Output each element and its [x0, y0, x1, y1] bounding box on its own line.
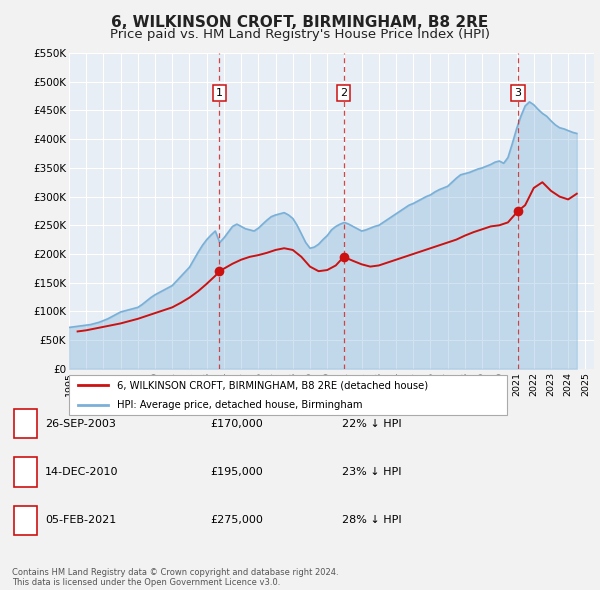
Text: £170,000: £170,000: [210, 419, 263, 428]
Text: 6, WILKINSON CROFT, BIRMINGHAM, B8 2RE: 6, WILKINSON CROFT, BIRMINGHAM, B8 2RE: [112, 15, 488, 30]
Text: Contains HM Land Registry data © Crown copyright and database right 2024.
This d: Contains HM Land Registry data © Crown c…: [12, 568, 338, 587]
Text: 1: 1: [216, 88, 223, 99]
Text: 2: 2: [340, 88, 347, 99]
Text: £195,000: £195,000: [210, 467, 263, 477]
Text: 3: 3: [22, 516, 29, 525]
Text: 23% ↓ HPI: 23% ↓ HPI: [342, 467, 401, 477]
Text: 3: 3: [515, 88, 521, 99]
FancyBboxPatch shape: [69, 375, 507, 415]
Text: HPI: Average price, detached house, Birmingham: HPI: Average price, detached house, Birm…: [117, 400, 362, 410]
Text: 26-SEP-2003: 26-SEP-2003: [45, 419, 116, 428]
Text: 1: 1: [22, 419, 29, 428]
Text: 22% ↓ HPI: 22% ↓ HPI: [342, 419, 401, 428]
Text: Price paid vs. HM Land Registry's House Price Index (HPI): Price paid vs. HM Land Registry's House …: [110, 28, 490, 41]
Text: 05-FEB-2021: 05-FEB-2021: [45, 516, 116, 525]
Text: 14-DEC-2010: 14-DEC-2010: [45, 467, 119, 477]
Text: 28% ↓ HPI: 28% ↓ HPI: [342, 516, 401, 525]
Text: £275,000: £275,000: [210, 516, 263, 525]
Text: 6, WILKINSON CROFT, BIRMINGHAM, B8 2RE (detached house): 6, WILKINSON CROFT, BIRMINGHAM, B8 2RE (…: [117, 380, 428, 390]
Text: 2: 2: [22, 467, 29, 477]
